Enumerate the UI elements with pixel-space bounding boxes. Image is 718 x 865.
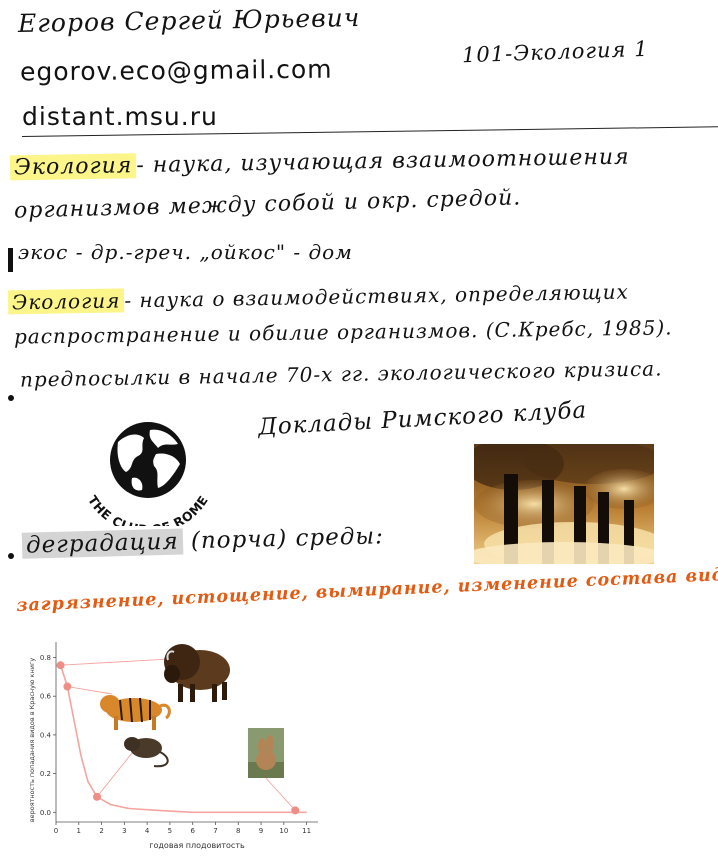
connector-line xyxy=(263,775,296,811)
chart-x-label: годовая плодовитость xyxy=(149,841,245,850)
crisis-text: предпосылки в начале 70-х гг. экологичес… xyxy=(19,356,663,392)
y-tick-label: 0.4 xyxy=(40,731,52,739)
connector-line xyxy=(96,747,137,798)
factory-smoke-photo xyxy=(474,444,654,564)
x-tick-label: 9 xyxy=(259,827,263,835)
x-tick-label: 11 xyxy=(302,827,311,835)
fecundity-redbook-chart: 0 1 2 3 4 5 6 7 8 9 10 11 0.0 0.2 0.4 0.6 0.8 годовая пл… xyxy=(28,642,318,850)
etymology-text: экос - др.-греч. „ойкос" - дом xyxy=(18,240,353,264)
rodent-icon xyxy=(124,737,169,768)
tiger-icon xyxy=(100,695,171,730)
x-tick-label: 8 xyxy=(236,827,240,835)
definition-2-line-1: Экология - наука о взаимодействиях, опред… xyxy=(7,279,630,315)
definition-1-line-2: организмов между собой и окр. средой. xyxy=(13,185,522,224)
term-ecology-highlight: Экология xyxy=(9,153,137,181)
x-tick-label: 0 xyxy=(54,827,58,835)
author-email: egorov.eco@gmail.com xyxy=(19,54,333,87)
chart-axes: 0 1 2 3 4 5 6 7 8 9 10 11 0.0 0.2 0.4 0.6 0.8 xyxy=(40,642,318,835)
y-tick-label: 0.8 xyxy=(40,654,51,662)
chart-points xyxy=(56,661,300,815)
globe-icon xyxy=(110,422,186,498)
data-point xyxy=(56,661,65,670)
y-tick-label: 0.2 xyxy=(40,770,51,778)
x-tick-label: 1 xyxy=(77,827,81,835)
x-tick-label: 10 xyxy=(279,827,288,835)
y-tick-label: 0.0 xyxy=(40,809,51,817)
definition-1-line-1: Экология - наука, изучающая взаимоотношен… xyxy=(9,144,630,181)
data-point xyxy=(63,682,72,691)
author-name: Егоров Сергей Юрьевич xyxy=(17,3,361,38)
deterioration-paren: (порча) среды: xyxy=(190,523,385,555)
definition-2-text: - наука о взаимодействиях, определяющих xyxy=(124,279,630,313)
bison-icon xyxy=(164,644,230,702)
course-label: 101-Экология 1 xyxy=(461,36,649,68)
x-tick-label: 2 xyxy=(99,827,103,835)
data-point xyxy=(291,806,300,815)
definition-2-line-2: распространение и обилие организмов. (С.… xyxy=(13,315,673,349)
term-ecology-2-highlight: Экология xyxy=(7,288,125,315)
club-of-rome-reports: Доклады Римского клуба xyxy=(257,397,588,441)
x-tick-label: 5 xyxy=(168,827,172,835)
rabbit-photo xyxy=(248,728,284,778)
causes-list: загрязнение, истощение, вымирание, измен… xyxy=(15,563,718,617)
x-tick-label: 3 xyxy=(122,827,126,835)
course-site: distant.msu.ru xyxy=(22,102,218,131)
etymology-marker xyxy=(8,248,13,272)
club-of-rome-logo: THE CLUB OF ROME xyxy=(85,422,211,526)
bullet-deterioration xyxy=(8,553,14,559)
x-tick-label: 7 xyxy=(213,827,217,835)
deterioration-line: деградация (порча) среды: xyxy=(21,523,385,559)
bullet-crisis xyxy=(8,395,14,401)
x-tick-label: 4 xyxy=(145,827,150,835)
term-deterioration-highlight: деградация xyxy=(21,528,183,559)
connector-line xyxy=(67,686,113,695)
definition-1-text: - наука, изучающая взаимоотношения xyxy=(136,144,630,179)
data-point xyxy=(93,792,102,801)
y-tick-label: 0.6 xyxy=(40,693,52,701)
chart-y-label: вероятность попадания видов в Красную кн… xyxy=(28,658,36,823)
x-tick-label: 6 xyxy=(190,827,195,835)
